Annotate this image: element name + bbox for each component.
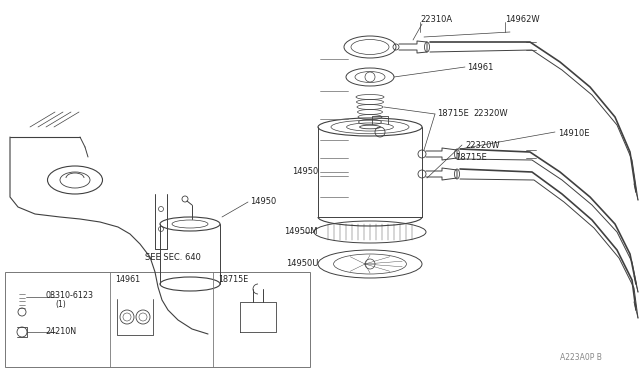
Bar bbox=[5, 272, 310, 367]
Text: 24210N: 24210N bbox=[45, 327, 76, 336]
Text: 14910E: 14910E bbox=[558, 128, 589, 138]
Text: 22310A: 22310A bbox=[420, 15, 452, 23]
Text: 08310-6123: 08310-6123 bbox=[45, 292, 93, 301]
Text: 14950: 14950 bbox=[250, 198, 276, 206]
Text: 22320W: 22320W bbox=[473, 109, 508, 119]
Text: 14962W: 14962W bbox=[505, 15, 540, 23]
Text: A223A0P B: A223A0P B bbox=[560, 353, 602, 362]
Text: 22320W: 22320W bbox=[465, 141, 500, 151]
Text: 14950: 14950 bbox=[292, 167, 318, 176]
Text: 18715E: 18715E bbox=[437, 109, 468, 119]
Text: SEE SEC. 640: SEE SEC. 640 bbox=[145, 253, 201, 262]
Text: 14961: 14961 bbox=[115, 276, 140, 285]
Text: 14950U: 14950U bbox=[285, 259, 318, 267]
Text: 14961: 14961 bbox=[467, 62, 493, 71]
Text: 18715E: 18715E bbox=[455, 153, 487, 161]
Text: 18715E: 18715E bbox=[218, 276, 248, 285]
Text: 14950M: 14950M bbox=[285, 227, 318, 235]
Text: (1): (1) bbox=[55, 301, 66, 310]
